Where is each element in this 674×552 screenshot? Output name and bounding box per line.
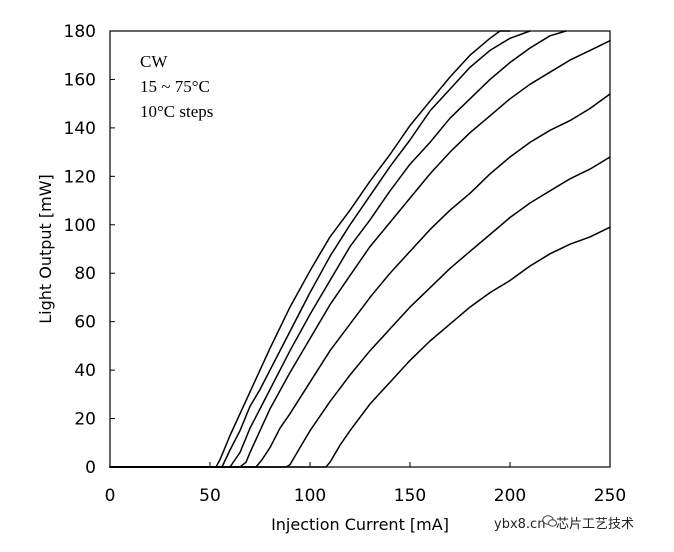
series-line-1: 15°C bbox=[109, 30, 511, 468]
y-tick-label: 140 bbox=[64, 119, 96, 139]
x-tick-label: 100 bbox=[294, 486, 326, 506]
series-line-7: 75°C bbox=[109, 226, 611, 468]
y-axis-label: Light Output [mW] bbox=[36, 174, 55, 324]
x-tick-label: 200 bbox=[494, 486, 526, 506]
watermark-channel: 芯片工艺技术 bbox=[556, 517, 634, 532]
series-line-2: 25°C bbox=[109, 30, 531, 468]
y-tick-label: 80 bbox=[74, 264, 96, 284]
y-axis-ticks: 0 20 40 60 80 100 120 140 160 180 bbox=[64, 22, 115, 478]
y-tick-label: 60 bbox=[74, 313, 96, 333]
series-line-6: 65°C bbox=[109, 156, 611, 468]
x-axis-label: Injection Current [mA] bbox=[271, 515, 449, 534]
x-tick-label: 50 bbox=[199, 486, 221, 506]
y-tick-label: 180 bbox=[64, 22, 96, 42]
y-tick-label: 0 bbox=[85, 458, 96, 478]
watermark-site: ybx8.cn bbox=[494, 517, 545, 532]
series-line-5: 55°C bbox=[109, 93, 611, 468]
series-line-4: 45°C bbox=[109, 39, 611, 468]
annotation-range: 15 ~ 75°C bbox=[140, 77, 210, 96]
y-tick-label: 20 bbox=[74, 410, 96, 430]
annotation-mode: CW bbox=[140, 52, 168, 71]
plot-frame bbox=[109, 30, 611, 468]
x-axis-ticks: 0 50 100 150 200 250 bbox=[105, 462, 626, 506]
x-tick-label: 150 bbox=[394, 486, 426, 506]
series-group: 15°C25°C35°C45°C55°C65°C75°C bbox=[109, 30, 611, 468]
x-tick-label: 250 bbox=[594, 486, 626, 506]
annotation-steps: 10°C steps bbox=[140, 102, 213, 121]
watermark: ybx8.cn 芯片工艺技术 bbox=[494, 515, 634, 532]
wechat-icon bbox=[542, 515, 557, 527]
y-tick-label: 100 bbox=[64, 216, 96, 236]
series-line-3: 35°C bbox=[109, 30, 567, 468]
y-tick-label: 40 bbox=[74, 361, 96, 381]
y-tick-label: 160 bbox=[64, 70, 96, 90]
x-tick-label: 0 bbox=[105, 486, 116, 506]
y-tick-label: 120 bbox=[64, 167, 96, 187]
